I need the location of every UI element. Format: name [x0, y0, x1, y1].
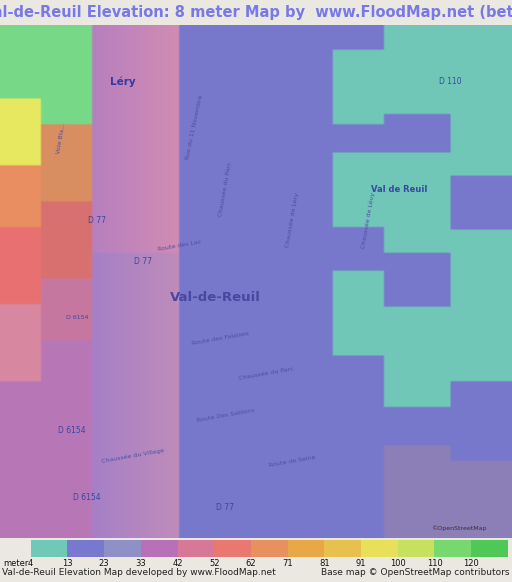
Bar: [325, 540, 361, 557]
Text: Chaussée de Léry: Chaussée de Léry: [284, 192, 300, 248]
Text: Chaussée du Parc: Chaussée du Parc: [218, 161, 232, 217]
Bar: [398, 540, 435, 557]
Text: D 110: D 110: [439, 77, 462, 86]
Text: Léry: Léry: [110, 76, 136, 87]
Text: D 77: D 77: [134, 257, 153, 265]
Text: 81: 81: [319, 559, 330, 568]
Text: Rue du 11 Novembre: Rue du 11 Novembre: [185, 95, 204, 161]
Bar: [214, 540, 251, 557]
Text: 23: 23: [99, 559, 110, 568]
Text: Val-de-Reuil Elevation: 8 meter Map by  www.FloodMap.net (beta): Val-de-Reuil Elevation: 8 meter Map by w…: [0, 5, 512, 20]
Bar: [104, 540, 141, 557]
Text: Route de Seine: Route de Seine: [268, 455, 316, 468]
Text: D 6154: D 6154: [73, 493, 101, 502]
Bar: [68, 540, 104, 557]
Text: D 6154: D 6154: [58, 426, 86, 435]
Text: 100: 100: [390, 559, 406, 568]
Bar: [251, 540, 288, 557]
Text: 62: 62: [246, 559, 257, 568]
Text: Base map © OpenStreetMap contributors: Base map © OpenStreetMap contributors: [322, 568, 510, 577]
Bar: [178, 540, 214, 557]
Text: 71: 71: [282, 559, 293, 568]
Text: 52: 52: [209, 559, 220, 568]
Text: 120: 120: [463, 559, 479, 568]
Text: Chaussée du Village: Chaussée du Village: [101, 448, 165, 464]
Text: Val de Reuil: Val de Reuil: [371, 185, 428, 194]
Text: D 6154: D 6154: [66, 315, 88, 320]
Text: Val-de-Reuil Elevation Map developed by www.FloodMap.net: Val-de-Reuil Elevation Map developed by …: [2, 568, 276, 577]
Text: Voie Bla...: Voie Bla...: [56, 122, 67, 154]
Text: D 77: D 77: [88, 215, 106, 225]
Text: Chaussée du Parc: Chaussée du Parc: [239, 367, 294, 381]
Text: 13: 13: [62, 559, 73, 568]
Text: 110: 110: [426, 559, 442, 568]
Text: D 77: D 77: [216, 503, 234, 512]
Text: meter: meter: [3, 559, 29, 568]
Bar: [31, 540, 68, 557]
Bar: [141, 540, 178, 557]
Bar: [435, 540, 471, 557]
Text: 42: 42: [173, 559, 183, 568]
Bar: [471, 540, 508, 557]
Text: ©OpenStreetMap: ©OpenStreetMap: [431, 526, 486, 531]
Text: Val-de-Reuil: Val-de-Reuil: [169, 290, 261, 304]
Bar: [361, 540, 398, 557]
Text: 4: 4: [28, 559, 33, 568]
Text: Chaussée de Lévy: Chaussée de Lévy: [361, 191, 376, 249]
Text: 33: 33: [136, 559, 146, 568]
Text: 91: 91: [356, 559, 366, 568]
Text: Route des Lac: Route des Lac: [157, 239, 201, 252]
Text: Route des Falaises: Route des Falaises: [191, 331, 249, 346]
Bar: [288, 540, 325, 557]
Text: Route Des Sablons: Route Des Sablons: [196, 407, 254, 423]
